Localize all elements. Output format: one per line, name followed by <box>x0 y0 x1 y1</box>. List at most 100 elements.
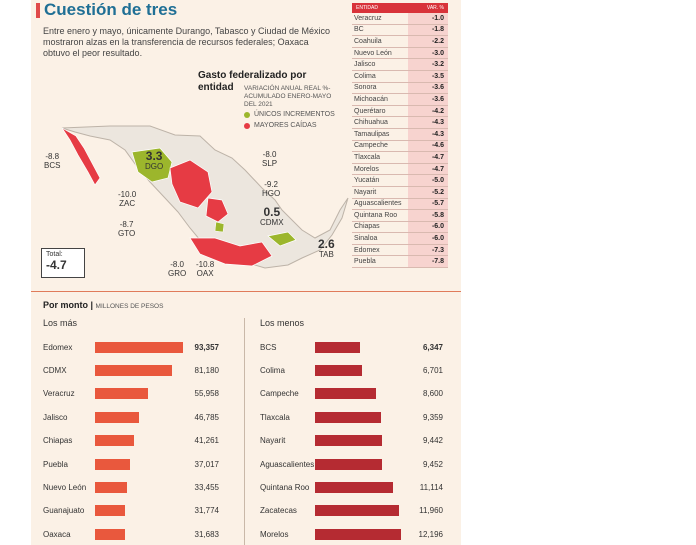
label-bcs: -8.8 BCS <box>44 152 61 170</box>
bar-row: Nuevo León 33,455 <box>43 480 219 494</box>
bar-category-label: Oaxaca <box>43 529 71 539</box>
row-state: Coahuila <box>354 37 382 45</box>
row-value: -4.2 <box>408 105 448 117</box>
row-state: Quintana Roo <box>354 211 398 219</box>
bar-row: Guanajuato 31,774 <box>43 504 219 518</box>
bcs-region <box>61 127 101 186</box>
row-state: Michoacán <box>354 95 388 103</box>
bar <box>95 481 127 493</box>
bar-category-label: Campeche <box>260 389 299 399</box>
bar-category-label: Quintana Roo <box>260 482 310 492</box>
table-row: Veracruz -1.0 <box>352 13 448 25</box>
dgo-region <box>131 147 173 183</box>
bar <box>315 411 381 423</box>
bar-category-label: Tlaxcala <box>260 412 290 422</box>
bar <box>95 458 130 470</box>
bar-value-label: 93,357 <box>194 342 219 352</box>
bar-value-label: 81,180 <box>194 365 219 375</box>
label-tab: 2.6 TAB <box>318 237 335 259</box>
row-state: Veracruz <box>354 14 382 22</box>
table-row: Chihuahua -4.3 <box>352 117 448 129</box>
bar-category-label: Nayarit <box>260 436 286 446</box>
table-row: Sonora -3.6 <box>352 82 448 95</box>
bar-category-label: Colima <box>260 365 285 375</box>
row-value: -2.2 <box>408 36 448 47</box>
row-value: -3.5 <box>408 70 448 82</box>
row-value: -4.6 <box>408 140 448 152</box>
bar-value-label: 55,958 <box>194 389 219 399</box>
bar-value-label: 33,455 <box>194 482 219 492</box>
table-row: Querétaro -4.2 <box>352 105 448 118</box>
row-value: -4.7 <box>408 163 448 175</box>
column-divider <box>244 318 245 545</box>
row-value: -5.8 <box>408 210 448 221</box>
bar <box>315 528 401 540</box>
row-state: Aguascalientes <box>354 200 402 208</box>
bar-row: BCS 6,347 <box>260 340 443 354</box>
bar-row: Jalisco 46,785 <box>43 410 219 424</box>
bar-category-label: Guanajuato <box>43 506 85 516</box>
bar-row: Zacatecas 11,960 <box>260 504 443 518</box>
section-divider <box>31 291 461 292</box>
row-state: Colima <box>354 72 376 80</box>
row-value: -4.3 <box>408 117 448 128</box>
bar-value-label: 9,452 <box>422 459 443 469</box>
bar-row: Aguascalientes 9,452 <box>260 457 443 471</box>
table-row: Coahuila -2.2 <box>352 36 448 48</box>
row-state: Yucatán <box>354 177 380 185</box>
label-slp: -8.0 SLP <box>262 150 278 168</box>
table-row: Campeche -4.6 <box>352 140 448 153</box>
row-state: Tamaulipas <box>354 130 390 138</box>
infographic-panel <box>31 0 461 545</box>
row-state: Querétaro <box>354 107 386 115</box>
bar-value-label: 31,683 <box>194 529 219 539</box>
col-title-least: Los menos <box>260 318 305 328</box>
bar <box>315 505 400 517</box>
bar-category-label: Jalisco <box>43 412 68 422</box>
row-state: BC <box>354 26 364 34</box>
tab-region <box>267 231 297 247</box>
row-state: Chihuahua <box>354 119 388 127</box>
page-title: Cuestión de tres <box>44 0 178 19</box>
bar-row: CDMX 81,180 <box>43 363 219 377</box>
table-row: Nuevo León -3.0 <box>352 47 448 60</box>
zac-slp-region <box>169 159 213 209</box>
bar-row: Campeche 8,600 <box>260 387 443 401</box>
bar <box>315 341 360 353</box>
label-cdmx: 0.5 CDMX <box>260 205 284 227</box>
bars-title: Por monto | MILLONES DE PESOS <box>43 300 164 310</box>
mexico-map <box>61 125 349 269</box>
row-state: Sinaloa <box>354 235 378 243</box>
table-row: Michoacán -3.6 <box>352 94 448 106</box>
row-state: Edomex <box>354 246 380 254</box>
row-state: Puebla <box>354 258 376 266</box>
bar <box>95 388 148 400</box>
bar-value-label: 11,114 <box>419 482 443 492</box>
label-hgo: -9.2 HGO <box>262 180 281 198</box>
row-state: Morelos <box>354 165 379 173</box>
bar-category-label: Puebla <box>43 459 68 469</box>
row-value: -7.8 <box>408 256 448 268</box>
bar-row: Morelos 12,196 <box>260 527 443 541</box>
bar-category-label: Zacatecas <box>260 506 297 516</box>
bar-value-label: 41,261 <box>194 436 219 446</box>
bar-row: Oaxaca 31,683 <box>43 527 219 541</box>
bar <box>95 435 134 447</box>
row-value: -4.7 <box>408 152 448 163</box>
bar-category-label: BCS <box>260 342 277 352</box>
bar <box>315 435 382 447</box>
table-row: Yucatán -5.0 <box>352 175 448 187</box>
row-value: -3.2 <box>408 59 448 70</box>
legend-increase: ÚNICOS INCREMENTOS <box>244 109 335 120</box>
row-state: Jalisco <box>354 61 376 69</box>
table-row: Tlaxcala -4.7 <box>352 152 448 164</box>
cdmx-region <box>214 221 225 233</box>
bar-category-label: Nuevo León <box>43 482 87 492</box>
variation-table: ENTIDAD VAR. % Veracruz -1.0 BC -1.8 Coahuil… <box>352 3 448 269</box>
table-row: Jalisco -3.2 <box>352 59 448 71</box>
row-value: -1.8 <box>408 24 448 36</box>
total-box: Total: -4.7 <box>41 248 85 278</box>
bar-value-label: 8,600 <box>422 389 443 399</box>
bar-category-label: Aguascalientes <box>260 459 315 469</box>
bar-value-label: 9,442 <box>422 436 443 446</box>
